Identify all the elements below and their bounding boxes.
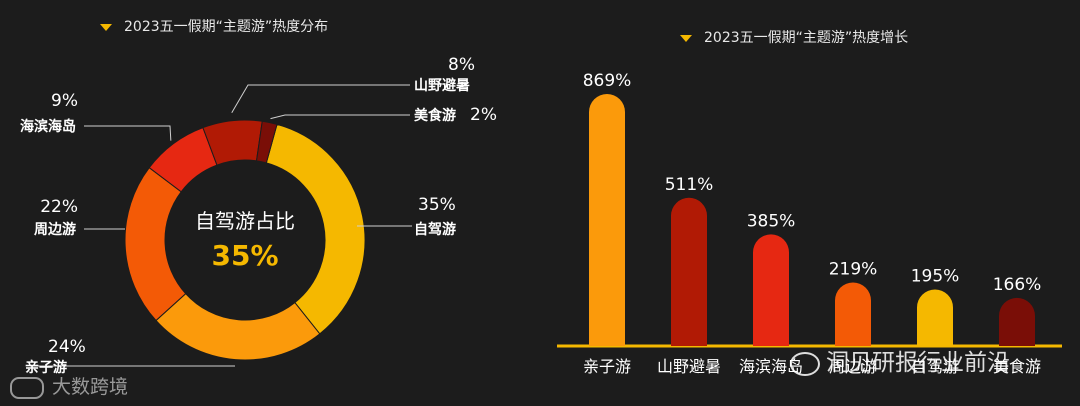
slice-name-label: 海滨海岛 <box>20 118 76 135</box>
bar-value-label: 869% <box>583 71 632 91</box>
triangle-marker-icon <box>100 23 112 31</box>
bar-value-label: 195% <box>911 266 960 286</box>
bar-chart: 869% 亲子游 511% 山野避暑 385% 海滨海岛 219% 周边游 195% 自驾游 166… <box>557 71 1062 376</box>
slice-name-label: 亲子游 <box>25 359 67 376</box>
triangle-marker-icon <box>680 34 692 42</box>
leader-line <box>84 125 172 141</box>
watermark: 洞见研报行业前沿 <box>790 343 1010 377</box>
wechat-icon <box>790 351 820 376</box>
slice-pct-label: 8% <box>448 55 475 75</box>
donut-center-value: 35% <box>211 239 278 272</box>
donut-slice <box>124 166 187 322</box>
donut-slice <box>265 123 366 335</box>
bar <box>999 297 1035 346</box>
donut-slice <box>155 292 321 361</box>
bar <box>671 197 707 346</box>
bar-category-label: 海滨海岛 <box>739 357 803 376</box>
bar-category-label: 亲子游 <box>583 357 631 376</box>
slice-pct-label: 24% <box>48 337 86 357</box>
bar-value-label: 219% <box>829 259 878 279</box>
bar-category-label: 自驾游 <box>911 357 959 376</box>
donut-slice <box>255 120 278 164</box>
bar-category-label: 美食游 <box>993 357 1041 376</box>
slice-pct-label: 9% <box>51 91 78 111</box>
bar-category-label: 山野避暑 <box>657 357 721 376</box>
slice-name-label: 美食游 <box>414 107 456 124</box>
bar <box>753 234 789 346</box>
bar-category-label: 周边游 <box>829 357 877 376</box>
bar <box>835 282 871 346</box>
bar <box>917 289 953 346</box>
bar-value-label: 511% <box>665 175 714 195</box>
slice-pct-label: 22% <box>40 197 78 217</box>
logo-mark-icon <box>10 376 44 399</box>
logo: 大数跨境 <box>10 372 128 399</box>
bar-value-label: 166% <box>993 275 1042 295</box>
slice-pct-label: 2% <box>470 105 497 125</box>
donut-center-label: 自驾游占比 <box>195 209 295 233</box>
slice-pct-label: 35% <box>418 195 456 215</box>
slice-name-label: 山野避暑 <box>414 77 470 94</box>
leader-line <box>231 84 410 113</box>
bar <box>589 93 625 346</box>
leader-line <box>270 114 410 120</box>
bar-chart-title: 2023五一假期“主题游”热度增长 <box>680 27 908 47</box>
bar-value-label: 385% <box>747 211 796 231</box>
slice-name-label: 周边游 <box>34 221 76 238</box>
pie-chart-title: 2023五一假期“主题游”热度分布 <box>100 16 328 36</box>
slice-name-label: 自驾游 <box>414 221 456 238</box>
